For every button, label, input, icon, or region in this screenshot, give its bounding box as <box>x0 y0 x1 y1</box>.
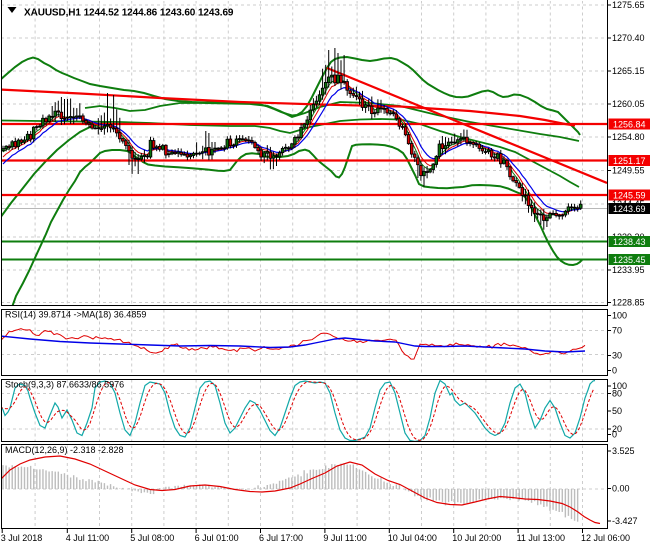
svg-text:100: 100 <box>612 311 627 321</box>
svg-text:1245.59: 1245.59 <box>613 191 646 201</box>
svg-text:30: 30 <box>612 351 622 361</box>
svg-text:11 Jul 13:00: 11 Jul 13:00 <box>517 533 565 543</box>
svg-text:-3.427: -3.427 <box>612 516 638 526</box>
svg-text:Stoch(9,3,3) 87.6633/86.5976: Stoch(9,3,3) 87.6633/86.5976 <box>5 380 124 390</box>
svg-text:6 Jul 01:00: 6 Jul 01:00 <box>195 533 239 543</box>
svg-text:70: 70 <box>612 326 622 336</box>
svg-text:1254.80: 1254.80 <box>612 132 645 142</box>
svg-text:1238.43: 1238.43 <box>613 237 646 247</box>
svg-text:1265.15: 1265.15 <box>612 66 645 76</box>
svg-text:1275.65: 1275.65 <box>612 0 645 10</box>
svg-text:RSI(14) 39.8714 ->MA(18) 36.4: RSI(14) 39.8714 ->MA(18) 36.4859 <box>5 310 146 320</box>
svg-text:1249.55: 1249.55 <box>612 166 645 176</box>
svg-text:5 Jul 08:00: 5 Jul 08:00 <box>130 533 174 543</box>
svg-text:1260.05: 1260.05 <box>612 99 645 109</box>
svg-text:100: 100 <box>612 381 627 391</box>
svg-text:MACD(12,26,9) -2.318 -2.828: MACD(12,26,9) -2.318 -2.828 <box>5 445 124 455</box>
svg-text:0.00: 0.00 <box>612 484 630 494</box>
svg-text:80: 80 <box>612 389 622 399</box>
svg-text:20: 20 <box>612 424 622 434</box>
svg-text:50: 50 <box>612 406 622 416</box>
svg-text:3.525: 3.525 <box>612 446 635 456</box>
svg-text:6 Jul 17:00: 6 Jul 17:00 <box>259 533 303 543</box>
svg-text:1235.45: 1235.45 <box>613 255 646 265</box>
svg-text:1233.95: 1233.95 <box>612 265 645 275</box>
svg-text:1228.85: 1228.85 <box>612 298 645 308</box>
svg-text:XAUUSD,H1 1244.52 1244.86 124: XAUUSD,H1 1244.52 1244.86 1243.60 1243.6… <box>24 8 234 19</box>
svg-text:1270.40: 1270.40 <box>612 33 645 43</box>
svg-text:10 Jul 20:00: 10 Jul 20:00 <box>452 533 501 543</box>
svg-text:1256.84: 1256.84 <box>613 120 646 130</box>
svg-text:9 Jul 11:00: 9 Jul 11:00 <box>323 533 366 543</box>
svg-text:10 Jul 04:00: 10 Jul 04:00 <box>388 533 437 543</box>
svg-text:12 Jul 06:00: 12 Jul 06:00 <box>581 533 630 543</box>
svg-text:1251.17: 1251.17 <box>613 156 646 166</box>
svg-text:0: 0 <box>612 430 617 440</box>
svg-text:3 Jul 2018: 3 Jul 2018 <box>1 533 43 543</box>
svg-text:4 Jul 11:00: 4 Jul 11:00 <box>66 533 109 543</box>
svg-text:1243.69: 1243.69 <box>613 204 646 214</box>
svg-text:0: 0 <box>612 366 617 376</box>
